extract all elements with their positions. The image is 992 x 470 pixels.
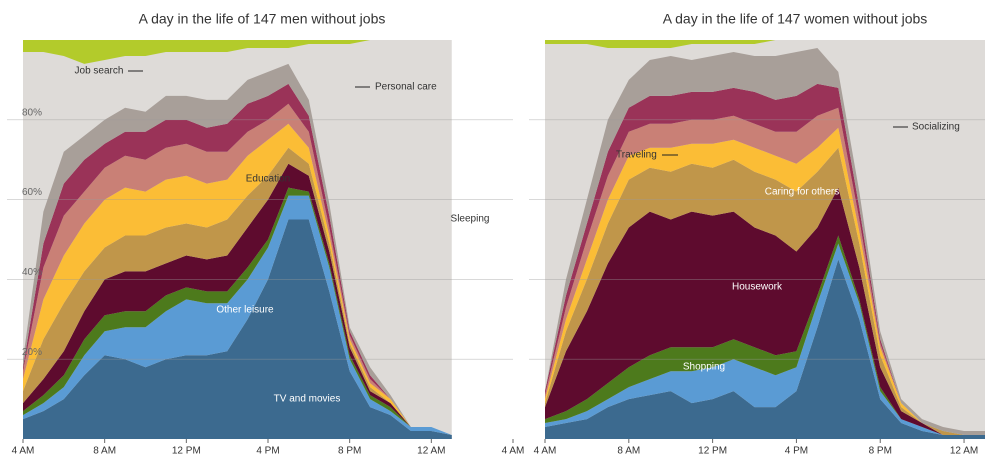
- y-tick-label: 20%: [22, 347, 42, 358]
- area-layer: [23, 123, 452, 436]
- series-label: Traveling: [616, 150, 657, 161]
- x-tick-label: 4 AM: [12, 446, 35, 457]
- area-layer: [545, 187, 985, 435]
- series-label: Personal care: [375, 82, 437, 93]
- chart-title: A day in the life of 147 men without job…: [139, 11, 386, 27]
- panel: A day in the life of 147 women without j…: [529, 11, 985, 457]
- area-layer: [23, 103, 452, 436]
- x-tick-label: 12 AM: [950, 446, 978, 457]
- area-layer: [545, 243, 985, 435]
- x-tick-label: 8 PM: [338, 446, 361, 457]
- series-label: Shopping: [683, 362, 725, 373]
- y-tick-label: 40%: [22, 267, 42, 278]
- series-label: Other leisure: [216, 305, 274, 316]
- y-tick-label: 60%: [22, 187, 42, 198]
- series-label: Socializing: [912, 122, 960, 133]
- area-layer: [23, 195, 452, 435]
- series-label: Caring for others: [765, 187, 839, 198]
- chart-title: A day in the life of 147 women without j…: [663, 11, 928, 27]
- area-layer: [545, 147, 985, 435]
- series-label: Education: [246, 174, 290, 185]
- x-tick-label: 4 AM: [534, 446, 557, 457]
- x-tick-label: 8 PM: [869, 446, 892, 457]
- x-tick-label: 8 AM: [617, 446, 640, 457]
- panel: A day in the life of 147 men without job…: [7, 11, 524, 457]
- series-label: Job search: [75, 66, 124, 77]
- area-layer: [23, 219, 452, 439]
- area-layer: [545, 40, 985, 48]
- area-layer: [545, 259, 985, 439]
- x-tick-label: 12 PM: [172, 446, 201, 457]
- annotation: Sleeping: [451, 214, 490, 225]
- x-tick-label: 4 AM: [502, 446, 525, 457]
- series-label: Housework: [732, 282, 783, 293]
- x-tick-label: 4 PM: [256, 446, 279, 457]
- x-tick-label: 8 AM: [93, 446, 116, 457]
- x-tick-label: 12 PM: [698, 446, 727, 457]
- y-tick-label: 80%: [22, 107, 42, 118]
- series-label: TV and movies: [274, 394, 341, 405]
- x-tick-label: 4 PM: [785, 446, 808, 457]
- x-tick-label: 12 AM: [417, 446, 445, 457]
- area-layer: [23, 163, 452, 435]
- area-layer: [23, 40, 452, 64]
